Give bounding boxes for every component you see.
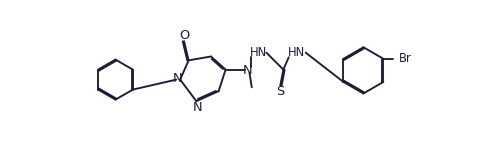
- Text: N: N: [172, 72, 182, 85]
- Text: N: N: [243, 64, 253, 77]
- Text: S: S: [276, 85, 284, 98]
- Text: N: N: [192, 101, 202, 114]
- Text: HN: HN: [250, 46, 267, 59]
- Text: HN: HN: [288, 46, 305, 59]
- Text: O: O: [179, 29, 189, 42]
- Text: Br: Br: [399, 52, 411, 65]
